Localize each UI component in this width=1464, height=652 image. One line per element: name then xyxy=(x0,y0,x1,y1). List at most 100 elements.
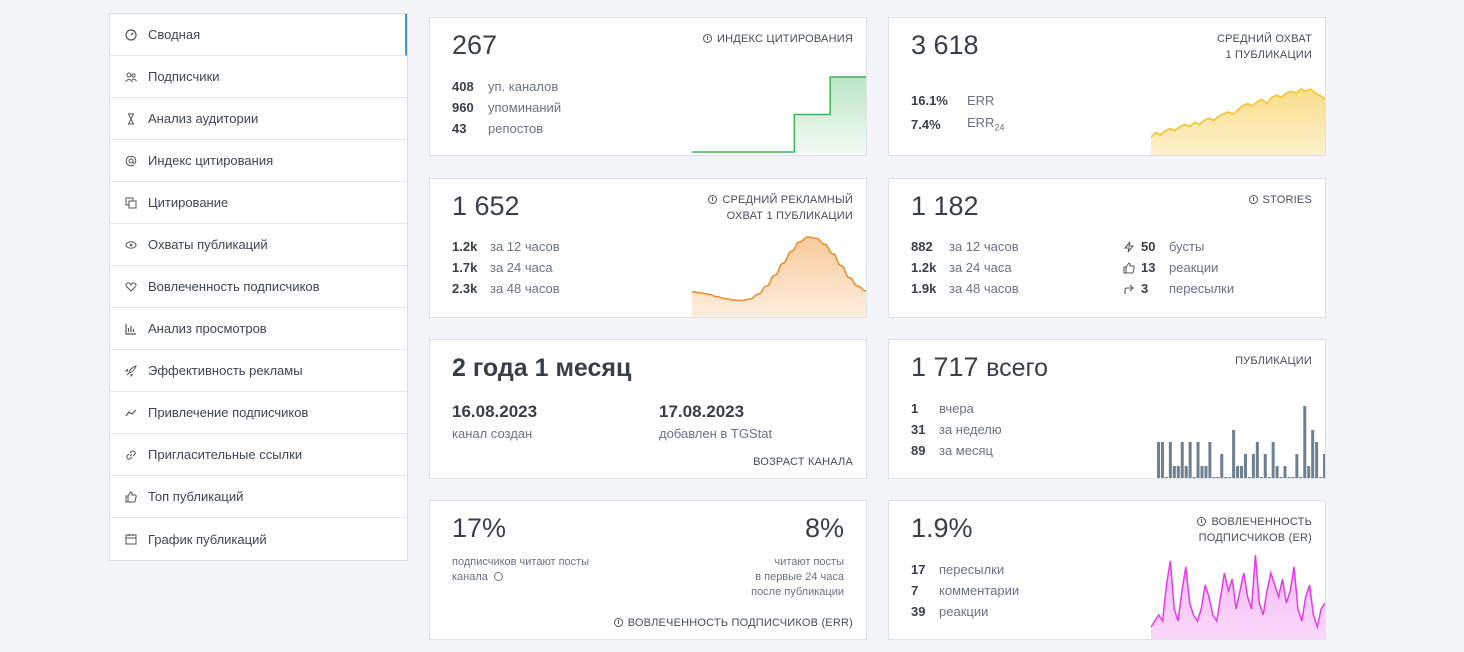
citation-stats: 408 уп. каналов 960 упоминаний 43 репостов xyxy=(452,76,561,139)
sidebar-nav: Сводная Подписчики Анализ аудитории Индекс … xyxy=(109,13,408,561)
citation-chart xyxy=(692,76,866,155)
chart-bar xyxy=(1291,477,1295,478)
publications-value: 1 717 всего xyxy=(911,352,1048,382)
er-stats: 17 пересылки 7 комментарии 39 реакции xyxy=(911,559,1019,622)
stories-card[interactable]: 1 182 STORIES 882 за 12 часов 1.2k за 24 ча… xyxy=(888,178,1326,318)
ad-reach-card[interactable]: 1 652 СРЕДНИЙ РЕКЛАМНЫЙ ОХВАТ 1 ПУБЛИКАЦИ… xyxy=(429,178,867,318)
at-icon xyxy=(124,154,138,168)
engagement-err-card[interactable]: 17% подписчиков читают посты канала 8% ч… xyxy=(429,500,867,640)
chart-bar xyxy=(1164,477,1168,478)
publications-title: ПУБЛИКАЦИИ xyxy=(1235,355,1312,367)
chart-bar xyxy=(1220,454,1224,478)
sidebar-item[interactable]: Анализ аудитории xyxy=(110,98,407,140)
stat-row: 1.7k за 24 часа xyxy=(452,260,553,275)
stat-row: 13 реакции xyxy=(1123,257,1234,278)
publications-card[interactable]: 1 717 всего ПУБЛИКАЦИИ 1 вчера 31 за неделю… xyxy=(888,339,1326,479)
ad-reach-stats: 1.2k за 12 часов 1.7k за 24 часа 2.3k за 48 ч… xyxy=(452,236,560,299)
stat-row: 3 пересылки xyxy=(1123,278,1234,299)
chart-bar xyxy=(1307,466,1311,478)
thumbs-up-icon xyxy=(1123,261,1135,274)
thumbs-up-icon xyxy=(124,490,138,504)
link-icon xyxy=(124,448,138,462)
hourglass-icon xyxy=(124,112,138,126)
avg-reach-title: СРЕДНИЙ ОХВАТ 1 ПУБЛИКАЦИИ xyxy=(1216,33,1312,61)
engagement-er-title: ВОВЛЕЧЕННОСТЬ ПОДПИСЧИКОВ (ER) xyxy=(1197,516,1312,544)
chart-bar xyxy=(1172,466,1176,478)
engagement-err-title: ВОВЛЕЧЕННОСТЬ ПОДПИСЧИКОВ (ERR) xyxy=(613,615,853,631)
sidebar-item[interactable]: Пригласительные ссылки xyxy=(110,434,407,476)
sidebar-item[interactable]: Эффективность рекламы xyxy=(110,350,407,392)
sidebar-item-label: Сводная xyxy=(148,27,201,42)
trend-icon xyxy=(124,406,138,420)
help-icon[interactable] xyxy=(613,618,623,627)
chart-line xyxy=(692,76,866,153)
calendar-icon xyxy=(124,532,138,546)
help-icon[interactable] xyxy=(1248,195,1258,204)
reach-chart xyxy=(1151,88,1325,155)
help-icon[interactable] xyxy=(493,572,503,581)
sidebar-item-label: Анализ просмотров xyxy=(148,321,267,336)
sidebar-item[interactable]: Анализ просмотров xyxy=(110,308,407,350)
channel-age-card[interactable]: 2 года 1 месяц 16.08.2023 канал создан 1… xyxy=(429,339,867,479)
help-icon[interactable] xyxy=(1197,517,1207,526)
stories-extras: 50 бусты 13 реакции 3 пересылки xyxy=(1123,236,1234,299)
chart-area xyxy=(692,77,866,155)
chart-bar xyxy=(1157,442,1160,478)
sidebar-item[interactable]: Цитирование xyxy=(110,182,407,224)
sidebar-item-label: Анализ аудитории xyxy=(148,111,259,126)
chart-bar xyxy=(1160,442,1164,478)
sidebar-item-label: Эффективность рекламы xyxy=(148,363,303,378)
help-icon[interactable] xyxy=(703,34,713,43)
chart-bar xyxy=(1295,454,1299,478)
sidebar-item[interactable]: График публикаций xyxy=(110,518,407,560)
gauge-icon xyxy=(124,28,138,42)
chart-bar xyxy=(1287,477,1291,478)
chart-bar xyxy=(1251,454,1255,478)
chart-area xyxy=(692,237,866,317)
avg-reach-card[interactable]: 3 618 СРЕДНИЙ ОХВАТ 1 ПУБЛИКАЦИИ 16.1% ERR… xyxy=(888,17,1326,156)
chart-bar xyxy=(1315,442,1319,478)
sidebar-item[interactable]: Привлечение подписчиков xyxy=(110,392,407,434)
stories-value: 1 182 xyxy=(911,191,979,221)
sidebar-item[interactable]: Сводная xyxy=(110,14,407,56)
chart-bar xyxy=(1192,477,1196,478)
stat-row: 1 вчера xyxy=(911,401,974,416)
sidebar-item-label: Привлечение подписчиков xyxy=(148,405,309,420)
chart-bar xyxy=(1323,454,1325,478)
err-left-label: подписчиков читают посты канала xyxy=(452,556,590,583)
help-icon[interactable] xyxy=(708,195,718,204)
engagement-er-card[interactable]: 1.9% ВОВЛЕЧЕННОСТЬ ПОДПИСЧИКОВ (ER) 17 пер… xyxy=(888,500,1326,640)
sidebar-item[interactable]: Вовлеченность подписчиков xyxy=(110,266,407,308)
stat-row: 2.3k за 48 часов xyxy=(452,281,560,296)
chart-bar xyxy=(1184,466,1188,478)
chart-bar xyxy=(1228,477,1232,478)
er-chart xyxy=(1151,554,1325,639)
sidebar-item[interactable]: Охваты публикаций xyxy=(110,224,407,266)
ad-reach-value: 1 652 xyxy=(452,191,520,221)
sidebar-item[interactable]: Индекс цитирования xyxy=(110,140,407,182)
citation-index-title: ИНДЕКС ЦИТИРОВАНИЯ xyxy=(703,31,853,47)
channel-age-value: 2 года 1 месяц xyxy=(452,354,632,382)
sidebar-item[interactable]: Подписчики xyxy=(110,56,407,98)
chart-bar xyxy=(1299,477,1303,478)
er-value: 1.9% xyxy=(911,513,973,543)
stories-stats: 882 за 12 часов 1.2k за 24 часа 1.9k за 48 ча… xyxy=(911,236,1019,299)
chart-bar xyxy=(1263,454,1267,478)
chart-bar xyxy=(1279,477,1283,478)
chart-area xyxy=(1151,555,1325,639)
chart-line xyxy=(1151,88,1325,138)
citation-index-card[interactable]: 267 ИНДЕКС ЦИТИРОВАНИЯ 408 уп. каналов 960… xyxy=(429,17,867,156)
bar-chart-icon xyxy=(124,322,138,336)
stat-row: 1.2k за 24 часа xyxy=(911,260,1012,275)
chart-bar xyxy=(1271,442,1275,478)
chart-bar xyxy=(1188,442,1192,478)
chart-bar xyxy=(1168,442,1172,478)
chart-area xyxy=(1151,89,1325,155)
chart-bar xyxy=(1208,442,1212,478)
stat-row: 50 бусты xyxy=(1123,236,1234,257)
sidebar-item[interactable]: Топ публикаций xyxy=(110,476,407,518)
chart-bar xyxy=(1283,466,1287,478)
chart-bar xyxy=(1200,466,1204,478)
heart-icon xyxy=(124,280,138,294)
sidebar-item-label: Подписчики xyxy=(148,69,220,84)
